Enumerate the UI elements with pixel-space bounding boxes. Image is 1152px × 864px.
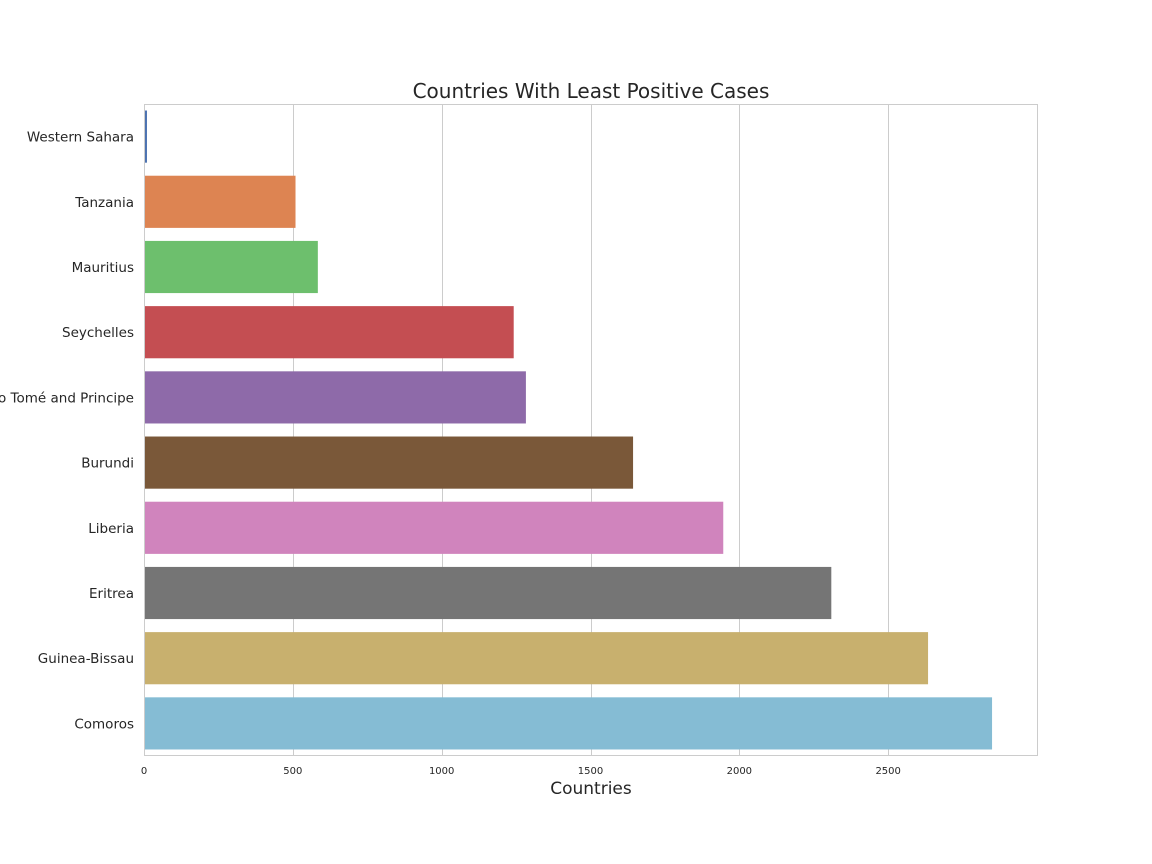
bars (144, 110, 993, 750)
x-tick-label: 0 (141, 766, 147, 777)
x-tick-labels: 0 500 1000 1500 2000 2500 (141, 766, 901, 777)
bar (144, 110, 147, 163)
x-tick-label: 1500 (578, 766, 603, 777)
y-tick-label: Mauritius (72, 260, 134, 276)
y-tick-label: Eritrea (89, 586, 134, 602)
x-tick-label: 2500 (875, 766, 900, 777)
bar (144, 436, 634, 489)
x-axis-label: Countries (550, 779, 632, 799)
y-tick-label: Guinea-Bissau (38, 651, 134, 667)
y-tick-labels: Western Sahara Tanzania Mauritius Seychelle… (0, 130, 134, 733)
chart-title: Countries With Least Positive Cases (413, 79, 770, 103)
y-tick-label: Seychelles (62, 325, 134, 341)
bar (144, 240, 318, 294)
y-tick-label: Tanzania (74, 195, 134, 211)
bar (144, 306, 514, 359)
y-tick-label: Liberia (88, 521, 134, 537)
y-tick-label: São Tomé and Principe (0, 390, 134, 406)
y-tick-label: Comoros (74, 716, 134, 732)
bar (144, 632, 929, 685)
bar (144, 697, 993, 750)
y-tick-label: Burundi (81, 456, 134, 472)
bar (144, 371, 526, 424)
x-tick-label: 2000 (727, 766, 752, 777)
bar (144, 566, 832, 620)
bar (144, 175, 296, 228)
bar (144, 501, 724, 554)
x-tick-label: 500 (283, 766, 302, 777)
plot-frame (144, 104, 1038, 756)
x-tick-label: 1000 (429, 766, 454, 777)
y-tick-label: Western Sahara (27, 130, 134, 146)
